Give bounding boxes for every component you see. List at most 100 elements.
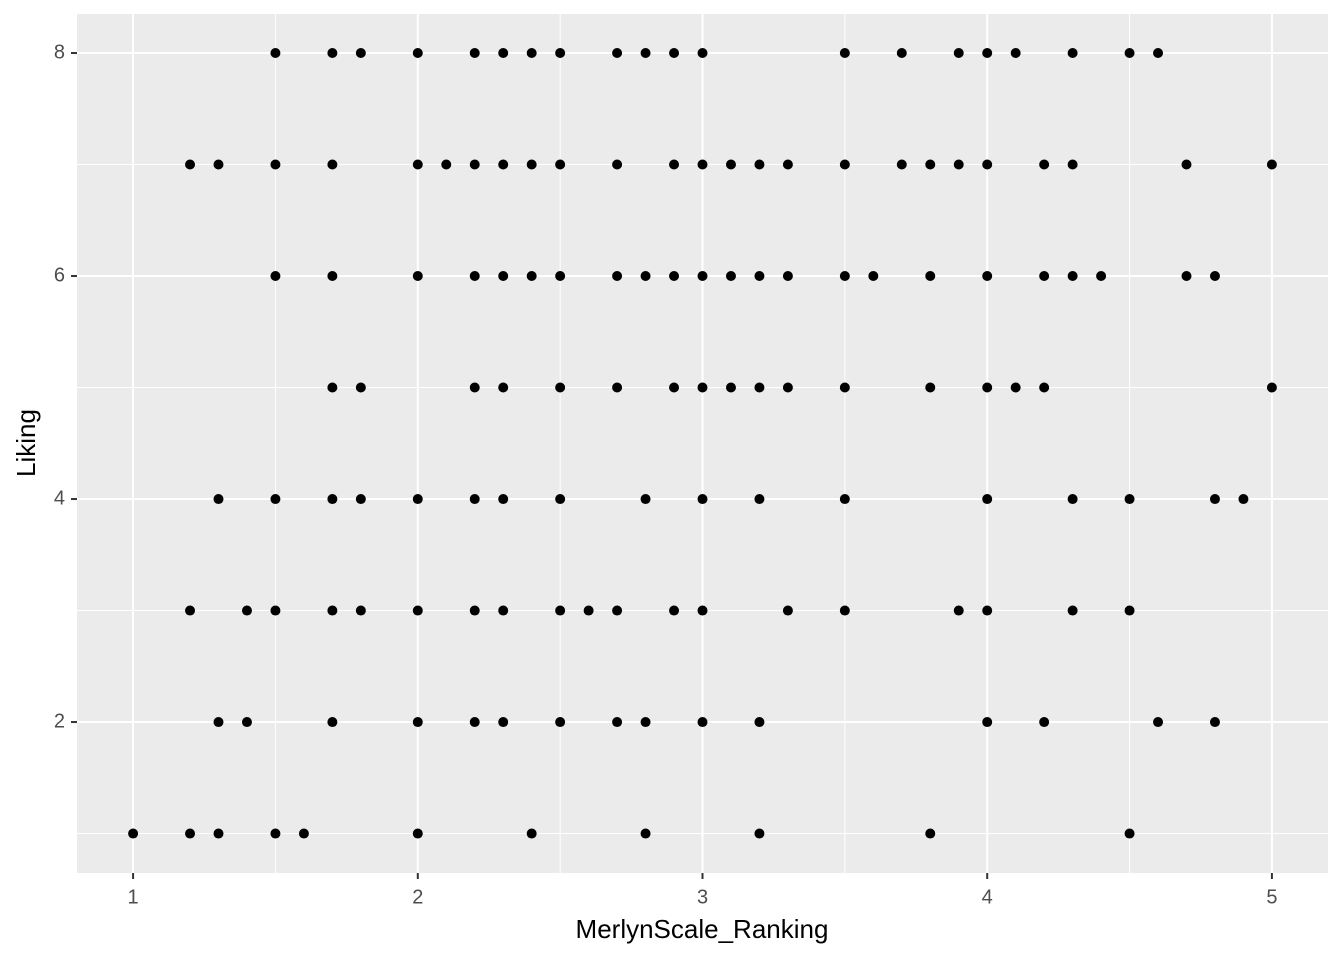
point [185, 605, 196, 616]
point [612, 382, 623, 393]
point [896, 159, 907, 170]
point [355, 494, 366, 505]
point [241, 717, 252, 728]
point [555, 605, 566, 616]
point [327, 717, 338, 728]
point [669, 159, 680, 170]
point [270, 494, 281, 505]
point [185, 828, 196, 839]
point [982, 271, 993, 282]
point [1209, 494, 1220, 505]
point [1067, 159, 1078, 170]
point [213, 828, 224, 839]
point [754, 382, 765, 393]
point [270, 271, 281, 282]
point [697, 159, 708, 170]
point [270, 48, 281, 59]
point [1067, 271, 1078, 282]
point [298, 828, 309, 839]
point [270, 605, 281, 616]
point [782, 605, 793, 616]
point [555, 717, 566, 728]
point [213, 494, 224, 505]
point [498, 605, 509, 616]
point [1010, 382, 1021, 393]
point [1039, 382, 1050, 393]
point [128, 828, 139, 839]
point [697, 605, 708, 616]
point [868, 271, 879, 282]
point [1124, 48, 1135, 59]
point [612, 48, 623, 59]
point [640, 828, 651, 839]
point [355, 48, 366, 59]
point [697, 382, 708, 393]
point [469, 48, 480, 59]
point [241, 605, 252, 616]
y-axis-title: Liking [11, 409, 41, 477]
x-tick-label: 3 [697, 886, 708, 908]
point [839, 159, 850, 170]
point [640, 494, 651, 505]
point [498, 717, 509, 728]
point [725, 382, 736, 393]
point [469, 159, 480, 170]
point [412, 717, 423, 728]
point [412, 48, 423, 59]
point [982, 382, 993, 393]
y-tick-label: 8 [54, 41, 65, 63]
point [1209, 271, 1220, 282]
point [754, 494, 765, 505]
point [754, 159, 765, 170]
point [697, 494, 708, 505]
point [327, 271, 338, 282]
point [839, 494, 850, 505]
point [1238, 494, 1249, 505]
x-tick-label: 1 [128, 886, 139, 908]
point [725, 271, 736, 282]
point [1067, 605, 1078, 616]
point [555, 48, 566, 59]
x-axis-title: MerlynScale_Ranking [576, 914, 829, 944]
points [128, 48, 1277, 839]
point [412, 828, 423, 839]
point [185, 159, 196, 170]
point [640, 48, 651, 59]
point [1067, 48, 1078, 59]
point [839, 382, 850, 393]
point [754, 717, 765, 728]
point [555, 382, 566, 393]
point [669, 382, 680, 393]
point [213, 717, 224, 728]
point [1153, 48, 1164, 59]
point [327, 48, 338, 59]
point [953, 159, 964, 170]
point [412, 159, 423, 170]
point [925, 828, 936, 839]
point [469, 717, 480, 728]
point [327, 382, 338, 393]
point [697, 48, 708, 59]
point [982, 605, 993, 616]
point [412, 271, 423, 282]
point [1039, 271, 1050, 282]
point [270, 828, 281, 839]
point [1266, 382, 1277, 393]
point [669, 48, 680, 59]
point [555, 271, 566, 282]
point [412, 494, 423, 505]
point [498, 48, 509, 59]
point [327, 159, 338, 170]
point [1266, 159, 1277, 170]
point [526, 48, 537, 59]
point [754, 828, 765, 839]
point [612, 605, 623, 616]
point [953, 48, 964, 59]
point [498, 382, 509, 393]
point [1039, 717, 1050, 728]
point [526, 159, 537, 170]
point [982, 159, 993, 170]
point [669, 271, 680, 282]
point [640, 717, 651, 728]
point [669, 605, 680, 616]
